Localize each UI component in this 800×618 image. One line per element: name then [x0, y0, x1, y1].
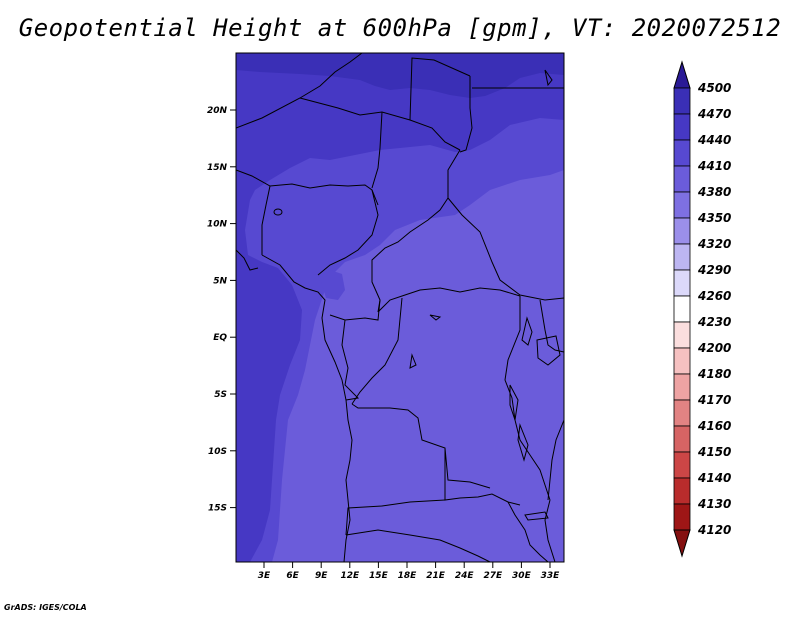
colorbar-label: 4150 — [697, 445, 731, 459]
lon-tick-label: 30E — [512, 571, 532, 581]
contour-field — [236, 53, 564, 562]
colorbar-label: 4290 — [697, 263, 731, 277]
colorbar-top-triangle — [673, 60, 691, 89]
colorbar-box — [673, 321, 691, 349]
coastline-east — [547, 419, 564, 501]
colorbar-box — [673, 477, 691, 505]
lon-tick-label: 12E — [340, 571, 360, 581]
field-4410 — [236, 53, 564, 562]
field-4440 — [236, 53, 564, 562]
lat-tick-label: EQ — [213, 333, 227, 343]
colorbar-label: 4140 — [697, 471, 731, 485]
colorbar-label: 4410 — [697, 159, 731, 173]
colorbar-label: 4350 — [697, 211, 731, 225]
plot-frame — [235, 52, 565, 563]
coastline — [261, 254, 353, 562]
colorbar-box — [673, 347, 691, 375]
colorbar-box — [673, 269, 691, 297]
colorbar-box — [673, 425, 691, 453]
grads-credit: GrADS: IGES/COLA — [4, 603, 87, 612]
colorbar-label: 4440 — [697, 133, 731, 147]
lon-tick-label: 9E — [315, 571, 328, 581]
colorbar-label: 4380 — [697, 185, 731, 199]
colorbar-label: 4180 — [697, 367, 731, 381]
colorbar-box — [673, 87, 691, 115]
colorbar-label: 4130 — [697, 497, 731, 511]
map-title: Geopotential Height at 600hPa [gpm], VT:… — [18, 14, 782, 42]
colorbar-label: 4120 — [697, 523, 731, 537]
country-boundaries — [236, 53, 564, 562]
colorbar-bottom-triangle — [673, 529, 691, 558]
colorbar-box — [673, 243, 691, 271]
colorbar-box — [673, 399, 691, 427]
latitude-ticks: 20N 15N 10N 5N EQ 5S 10S 15S — [207, 106, 236, 514]
lon-tick-label: 18E — [398, 571, 418, 581]
lakes — [273, 69, 561, 521]
colorbar-label: 4160 — [697, 419, 731, 433]
colorbar-box — [673, 295, 691, 323]
colorbar-box — [673, 373, 691, 401]
longitude-ticks: 3E 6E 9E 12E 15E 18E 21E 24E 27E 30E 33E — [258, 562, 560, 581]
lat-tick-label: 10S — [208, 447, 227, 457]
colorbar-label: 4470 — [697, 107, 731, 121]
lat-tick-label: 5N — [213, 276, 227, 286]
colorbar-box — [673, 451, 691, 479]
colorbar-box — [673, 191, 691, 219]
lat-tick-label: 5S — [214, 390, 227, 400]
colorbar-label: 4320 — [697, 237, 731, 251]
field-4410-patch — [320, 270, 345, 300]
colorbar-label: 4230 — [697, 315, 731, 329]
lon-tick-label: 15E — [369, 571, 389, 581]
colorbar-label: 4170 — [697, 393, 731, 407]
lon-tick-label: 27E — [483, 571, 503, 581]
lon-tick-label: 21E — [426, 571, 446, 581]
colorbar-label: 4500 — [697, 81, 731, 95]
colorbar-label: 4260 — [697, 289, 731, 303]
colorbar-label: 4200 — [697, 341, 731, 355]
lat-tick-label: 10N — [207, 220, 228, 230]
lon-tick-label: 24E — [455, 571, 475, 581]
lat-tick-label: 15S — [208, 504, 227, 514]
colorbar-box — [673, 113, 691, 141]
colorbar-box — [673, 165, 691, 193]
colorbar-box — [673, 503, 691, 531]
lon-tick-label: 3E — [258, 571, 271, 581]
lat-tick-label: 20N — [207, 106, 228, 116]
colorbar-box — [673, 139, 691, 167]
field-4470 — [236, 53, 564, 98]
lat-tick-label: 15N — [207, 163, 228, 173]
lon-tick-label: 6E — [286, 571, 299, 581]
lon-tick-label: 33E — [541, 571, 561, 581]
colorbar: 4500 4470 4440 4410 4380 4350 4320 4290 4260 4230… — [673, 60, 731, 558]
colorbar-box — [673, 217, 691, 245]
